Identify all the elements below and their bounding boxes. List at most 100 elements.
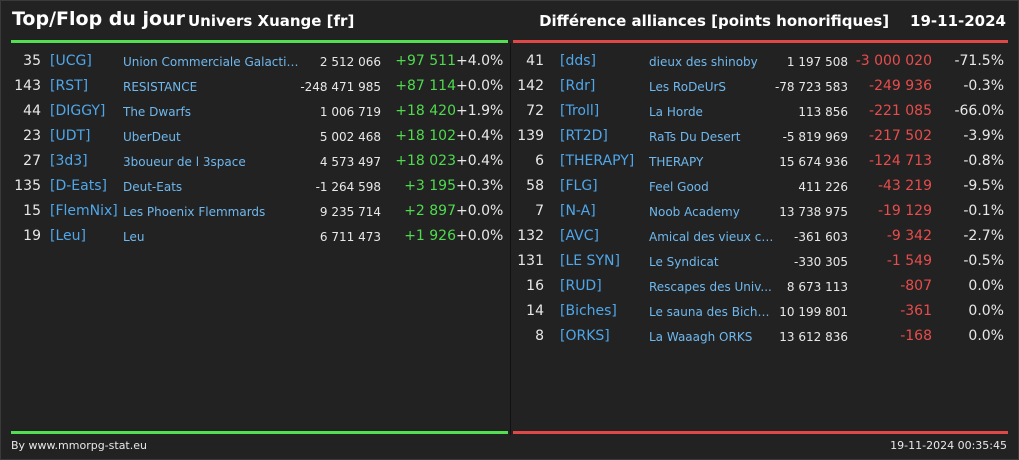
alliance-rank: 19	[23, 228, 41, 244]
alliance-rank: 72	[526, 103, 544, 119]
alliance-tag-link[interactable]: [Rdr]	[560, 78, 596, 94]
alliance-tag-link[interactable]: [LE SYN]	[560, 253, 620, 269]
alliance-tag-link[interactable]: [RUD]	[560, 278, 602, 294]
points-difference: -3 000 020	[855, 53, 932, 69]
alliance-tag-link[interactable]: [DIGGY]	[50, 103, 106, 119]
page-title: Top/Flop du jour	[12, 8, 185, 30]
points-difference: +97 511	[395, 53, 456, 69]
alliance-rank: 143	[14, 78, 41, 94]
alliance-points: -248 471 985	[300, 80, 381, 94]
alliance-name-link[interactable]: La Horde	[649, 105, 703, 119]
alliance-name-link[interactable]: RESISTANCE	[123, 80, 198, 94]
alliance-name-link[interactable]: Les Phoenix Flemmards	[123, 205, 266, 219]
alliance-tag-link[interactable]: [3d3]	[50, 153, 88, 169]
alliance-row: 139 [RT2D] RaTs Du Desert -5 819 969 -217 50…	[512, 124, 1018, 149]
ranking-type: Différence alliances [points honorifique…	[539, 12, 890, 30]
percent-change: 0.0%	[968, 328, 1004, 344]
alliance-row: 8 [ORKS] La Waaagh ORKS 13 612 836 -168 0.0%	[512, 324, 1018, 349]
alliance-points: 4 573 497	[319, 155, 381, 169]
generated-timestamp: 19-11-2024 00:35:45	[890, 439, 1007, 452]
universe-subtitle: Univers Xuange [fr]	[188, 12, 355, 30]
points-difference: -124 713	[869, 153, 932, 169]
flop-divider-bottom	[513, 431, 1008, 434]
alliance-name-link[interactable]: 3boueur de l 3space	[123, 155, 246, 169]
alliance-name-link[interactable]: Deut-Eats	[123, 180, 183, 194]
alliance-name-link[interactable]: RaTs Du Desert	[649, 130, 741, 144]
alliance-name-link[interactable]: Noob Academy	[649, 205, 740, 219]
alliance-tag-link[interactable]: [UCG]	[50, 53, 92, 69]
alliance-tag-link[interactable]: [UDT]	[50, 128, 91, 144]
points-difference: -19 129	[877, 203, 932, 219]
points-difference: -9 342	[886, 228, 932, 244]
alliance-name-link[interactable]: La Waaagh ORKS	[649, 330, 753, 344]
alliance-points: 13 612 836	[779, 330, 848, 344]
alliance-tag-link[interactable]: [FLG]	[560, 178, 598, 194]
percent-change: 0.0%	[968, 303, 1004, 319]
alliance-tag-link[interactable]: [RST]	[50, 78, 89, 94]
alliance-tag-link[interactable]: [FlemNix]	[50, 203, 118, 219]
points-difference: +2 897	[404, 203, 456, 219]
alliance-name-link[interactable]: Le sauna des Biche...	[649, 305, 776, 319]
alliance-row: 58 [FLG] Feel Good 411 226 -43 219 -9.5%	[512, 174, 1018, 199]
alliance-row: 7 [N-A] Noob Academy 13 738 975 -19 129 -0.1%	[512, 199, 1018, 224]
alliance-rank: 7	[535, 203, 544, 219]
alliance-rank: 15	[23, 203, 41, 219]
alliance-name-link[interactable]: Leu	[123, 230, 145, 244]
alliance-name-link[interactable]: THERAPY	[649, 155, 704, 169]
percent-change: -71.5%	[954, 53, 1004, 69]
alliance-rank: 14	[526, 303, 544, 319]
alliance-name-link[interactable]: dieux des shinoby	[649, 55, 758, 69]
alliance-name-link[interactable]: Union Commerciale Galactique	[123, 55, 299, 69]
alliance-tag-link[interactable]: [ORKS]	[560, 328, 610, 344]
alliance-name-link[interactable]: Le Syndicat	[649, 255, 719, 269]
alliance-row: 16 [RUD] Rescapes des Univ... 8 673 113 -807…	[512, 274, 1018, 299]
alliance-points: -330 305	[794, 255, 848, 269]
percent-change: +1.9%	[456, 103, 504, 119]
alliance-rank: 132	[517, 228, 544, 244]
alliance-tag-link[interactable]: [D-Eats]	[50, 178, 107, 194]
alliance-row: 135 [D-Eats] Deut-Eats -1 264 598 +3 195 +0.3…	[1, 174, 509, 199]
alliance-row: 23 [UDT] UberDeut 5 002 468 +18 102 +0.4%	[1, 124, 509, 149]
alliance-tag-link[interactable]: [dds]	[560, 53, 596, 69]
alliance-tag-link[interactable]: [N-A]	[560, 203, 596, 219]
alliance-row: 132 [AVC] Amical des vieux co... -361 603 -9…	[512, 224, 1018, 249]
alliance-tag-link[interactable]: [RT2D]	[560, 128, 608, 144]
alliance-points: -78 723 583	[774, 80, 848, 94]
report-date: 19-11-2024	[910, 12, 1006, 30]
alliance-tag-link[interactable]: [THERAPY]	[560, 153, 635, 169]
alliance-rank: 139	[517, 128, 544, 144]
percent-change: -0.1%	[963, 203, 1004, 219]
percent-change: -2.7%	[963, 228, 1004, 244]
header: Top/Flop du jour Univers Xuange [fr] Dif…	[1, 1, 1018, 41]
alliance-rank: 23	[23, 128, 41, 144]
points-difference: +18 023	[395, 153, 456, 169]
alliance-rank: 6	[535, 153, 544, 169]
top-gainers-list: 35 [UCG] Union Commerciale Galactique 2 512…	[1, 49, 509, 249]
alliance-row: 44 [DIGGY] The Dwarfs 1 006 719 +18 420 +1.9%	[1, 99, 509, 124]
alliance-tag-link[interactable]: [AVC]	[560, 228, 599, 244]
alliance-rank: 142	[517, 78, 544, 94]
alliance-name-link[interactable]: Amical des vieux co...	[649, 230, 776, 244]
alliance-points: 5 002 468	[319, 130, 381, 144]
alliance-rank: 44	[23, 103, 41, 119]
alliance-name-link[interactable]: The Dwarfs	[123, 105, 191, 119]
alliance-rank: 35	[23, 53, 41, 69]
alliance-row: 6 [THERAPY] THERAPY 15 674 936 -124 713 -0.8%	[512, 149, 1018, 174]
site-credit[interactable]: By www.mmorpg-stat.eu	[11, 439, 147, 452]
alliance-tag-link[interactable]: [Biches]	[560, 303, 617, 319]
alliance-row: 131 [LE SYN] Le Syndicat -330 305 -1 549 -0.5…	[512, 249, 1018, 274]
alliance-name-link[interactable]: Feel Good	[649, 180, 709, 194]
alliance-points: 10 199 801	[779, 305, 848, 319]
alliance-points: 411 226	[798, 180, 848, 194]
points-difference: -221 085	[869, 103, 932, 119]
percent-change: +4.0%	[456, 53, 504, 69]
alliance-row: 143 [RST] RESISTANCE -248 471 985 +87 114 +0.…	[1, 74, 509, 99]
alliance-tag-link[interactable]: [Leu]	[50, 228, 86, 244]
top-divider-top	[11, 40, 508, 43]
alliance-points: 9 235 714	[319, 205, 381, 219]
alliance-tag-link[interactable]: [Troll]	[560, 103, 600, 119]
alliance-name-link[interactable]: Rescapes des Univ...	[649, 280, 772, 294]
alliance-name-link[interactable]: UberDeut	[123, 130, 181, 144]
alliance-name-link[interactable]: Les RoDeUrS	[649, 80, 727, 94]
